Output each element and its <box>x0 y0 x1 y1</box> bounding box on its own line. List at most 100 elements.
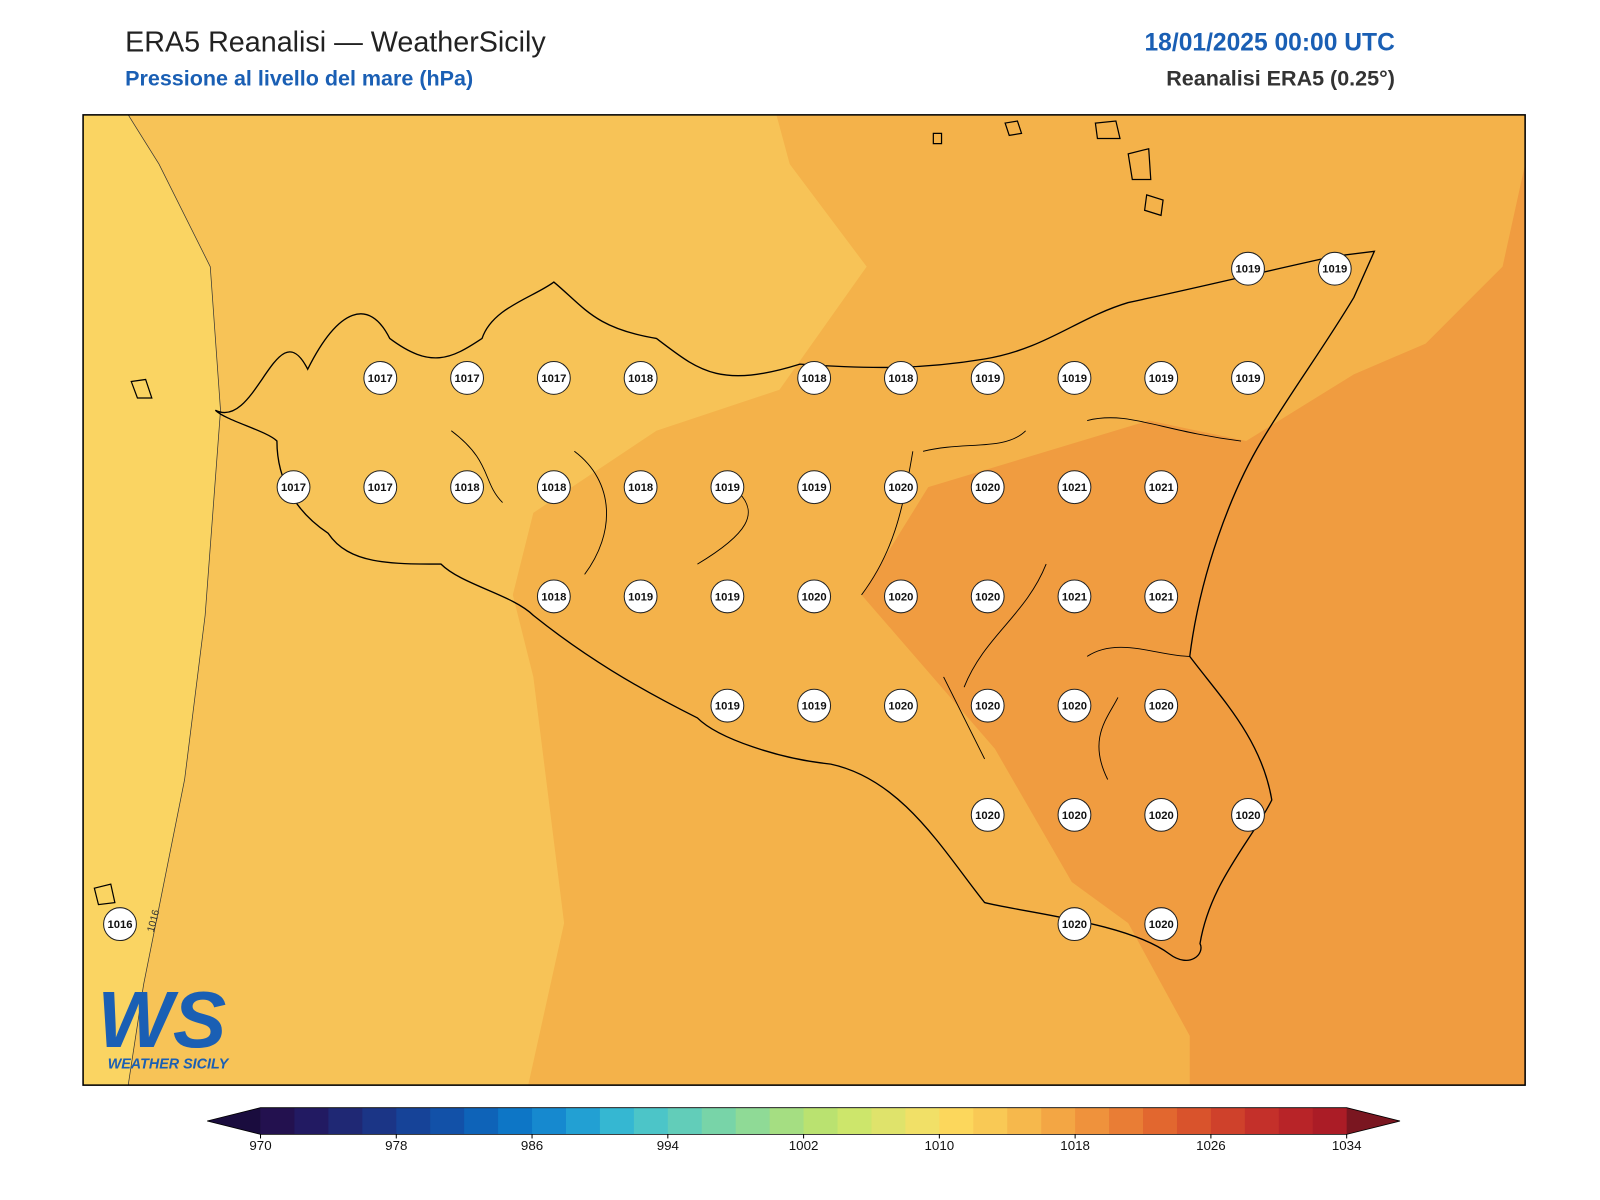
colorbar-segment <box>769 1107 805 1135</box>
colorbar-segment <box>1244 1107 1280 1135</box>
station-value: 1017 <box>455 373 480 385</box>
colorbar-segment <box>532 1107 567 1135</box>
station-value: 1020 <box>1062 701 1087 713</box>
station-marker <box>363 470 398 505</box>
station-marker <box>797 579 832 614</box>
colorbar-segment <box>803 1107 839 1135</box>
station-marker <box>536 579 571 614</box>
station-marker <box>797 470 832 505</box>
station-value: 1018 <box>628 373 653 385</box>
station-value: 1019 <box>1149 373 1174 385</box>
coastline <box>214 250 1376 961</box>
station-value: 1020 <box>888 482 913 494</box>
station-value: 1019 <box>1235 373 1260 385</box>
station-marker <box>970 688 1005 723</box>
stations: 1019 1019 1017 1017 1017 1018 1018 1018 1019 1019… <box>103 251 1352 942</box>
station-value: 1020 <box>975 591 1000 603</box>
island <box>93 120 1164 906</box>
isobar <box>127 114 221 1086</box>
station-marker <box>970 361 1005 395</box>
source: Reanalisi ERA5 (0.25°) <box>1166 67 1395 91</box>
colorbar-segment <box>1143 1107 1178 1135</box>
colorbar-segment <box>294 1107 329 1135</box>
station-value: 1019 <box>715 701 740 713</box>
colorbar-segment <box>1176 1107 1212 1135</box>
station-value: 1020 <box>1062 919 1087 931</box>
colorbar-segment <box>464 1107 499 1135</box>
station-value: 1019 <box>1062 373 1087 385</box>
station-marker <box>103 907 137 942</box>
station-marker <box>1144 907 1179 942</box>
station-value: 1019 <box>802 701 827 713</box>
colorbar-segment <box>1210 1107 1246 1135</box>
station-marker <box>450 361 484 395</box>
station-marker <box>1231 361 1265 395</box>
colorbar-segment <box>1109 1107 1144 1135</box>
station-marker <box>797 361 832 395</box>
station-marker <box>884 470 918 505</box>
station-value: 1016 <box>107 919 132 931</box>
colorbar-segment <box>328 1107 363 1135</box>
station-value: 1019 <box>715 591 740 603</box>
station-marker <box>1057 361 1092 395</box>
colorbar: 970 978 986 994 1002 1010 1018 1026 1034 <box>207 1107 1401 1153</box>
station-marker <box>623 361 658 395</box>
colorbar-segment <box>735 1107 771 1135</box>
station-value: 1020 <box>975 810 1000 822</box>
station-value: 1017 <box>541 373 566 385</box>
station-marker <box>1231 797 1265 832</box>
colorbar-segment <box>871 1107 906 1135</box>
colorbar-segment <box>430 1107 465 1135</box>
station-marker <box>884 579 918 614</box>
colorbar-segment <box>1007 1107 1042 1135</box>
station-marker <box>1057 470 1092 505</box>
station-marker <box>1144 361 1179 395</box>
station-value: 1018 <box>802 373 827 385</box>
station-marker <box>970 470 1005 505</box>
colorbar-segment <box>905 1107 940 1135</box>
station-value: 1018 <box>888 373 913 385</box>
station-value: 1021 <box>1062 591 1087 603</box>
station-marker <box>1231 251 1265 286</box>
colorbar-segment <box>701 1107 737 1135</box>
colorbar-segment <box>599 1107 635 1135</box>
colorbar-tick-label: 1002 <box>789 1138 819 1153</box>
station-value: 1019 <box>715 482 740 494</box>
date: 18/01/2025 00:00 UTC <box>1144 30 1395 57</box>
colorbar-tick-label: 1010 <box>925 1138 955 1153</box>
station-value: 1018 <box>628 482 653 494</box>
station-marker <box>1144 688 1179 723</box>
station-marker <box>970 797 1005 832</box>
station-value: 1020 <box>1149 701 1174 713</box>
colorbar-tick-label: 970 <box>249 1138 271 1153</box>
colorbar-tick-label: 986 <box>521 1138 543 1153</box>
station-marker <box>1144 579 1179 614</box>
colorbar-tick-label: 978 <box>385 1138 407 1153</box>
colorbar-segment <box>260 1107 295 1135</box>
station-marker <box>1144 797 1179 832</box>
station-marker <box>1057 579 1092 614</box>
station-value: 1017 <box>368 482 393 494</box>
colorbar-tick-label: 1034 <box>1332 1138 1362 1153</box>
subtitle: Pressione al livello del mare (hPa) <box>125 67 473 91</box>
colorbar-segment <box>1278 1107 1314 1135</box>
station-marker <box>710 579 745 614</box>
colorbar-segment <box>396 1107 431 1135</box>
station-value: 1020 <box>1062 810 1087 822</box>
station-marker <box>710 688 745 723</box>
colorbar-segment <box>565 1107 601 1135</box>
colorbar-segment <box>362 1107 397 1135</box>
map-frame <box>82 114 1526 1086</box>
title: ERA5 Reanalisi — WeatherSicily <box>125 27 546 59</box>
station-value: 1019 <box>975 373 1000 385</box>
station-value: 1020 <box>1149 919 1174 931</box>
station-value: 1018 <box>455 482 480 494</box>
colorbar-under <box>207 1107 261 1135</box>
colorbar-segment <box>837 1107 872 1135</box>
station-marker <box>1057 797 1092 832</box>
station-value: 1021 <box>1149 482 1174 494</box>
station-value: 1019 <box>1322 264 1347 276</box>
station-value: 1019 <box>1235 264 1260 276</box>
station-marker <box>884 688 918 723</box>
